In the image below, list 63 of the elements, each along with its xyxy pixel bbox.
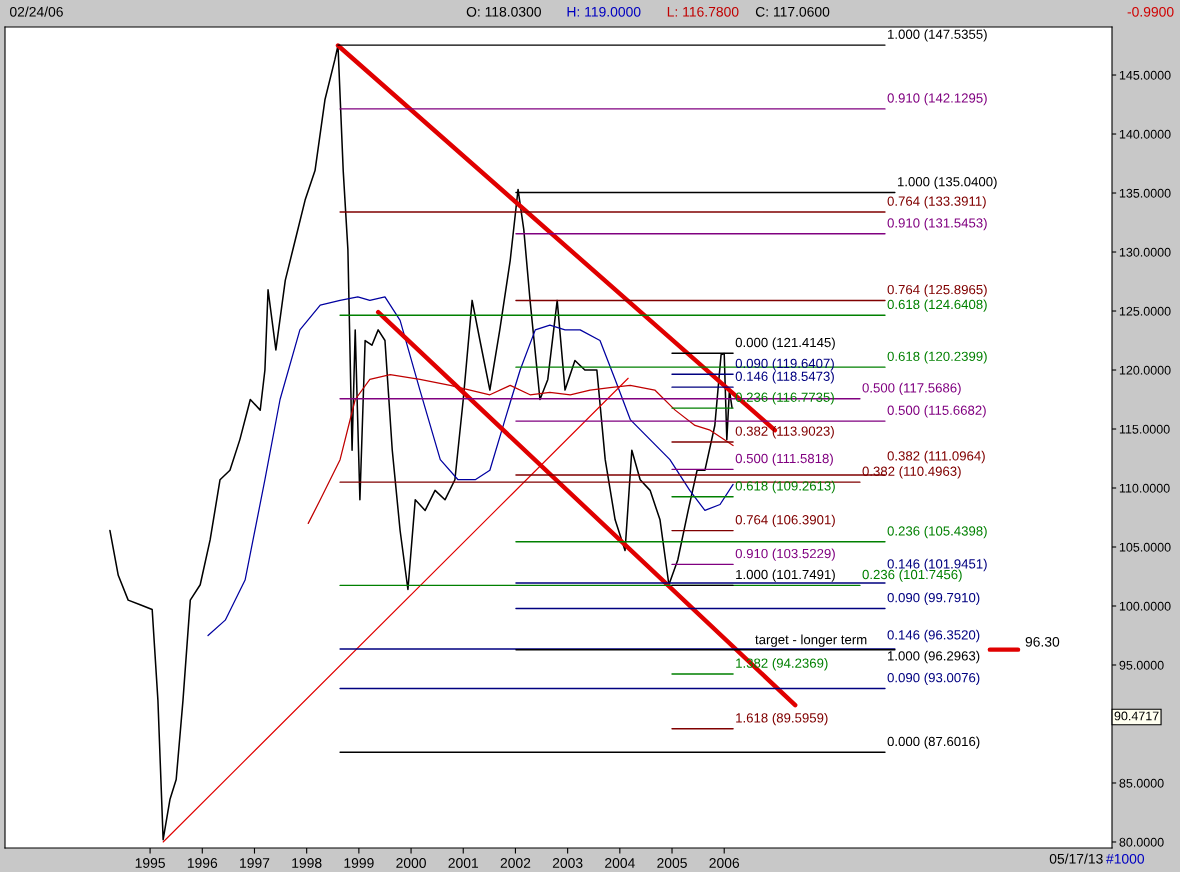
annotation: 0.910 (103.5229) [735, 548, 835, 561]
annotation: 0.764 (125.8965) [887, 284, 987, 297]
y-tick-label: 125.0000 [1119, 306, 1171, 316]
annotation: 1.618 (89.5959) [736, 712, 828, 726]
annotation: 0.910 (142.1295) [887, 93, 987, 106]
annotation: 96.30 [1025, 636, 1060, 647]
y-tick-label: 120.0000 [1119, 365, 1171, 375]
annotation: 0.764 (106.3901) [735, 514, 835, 528]
annotation: 0.382 (111.0964) [887, 450, 985, 464]
x-tick-label: 2002 [500, 858, 531, 868]
annotation: 0.090 (99.7910) [887, 592, 980, 605]
text: L: 116.7800 [667, 6, 739, 17]
y-tick-label: 130.0000 [1119, 247, 1171, 257]
annotation: 0.000 (121.4145) [735, 337, 835, 350]
x-tick-label: 2003 [552, 858, 583, 868]
x-tick-label: 1998 [292, 858, 322, 868]
text: C: 117.0600 [755, 6, 830, 17]
annotation: 1.000 (96.2963) [888, 650, 980, 664]
text: -0.9900 [1127, 6, 1174, 17]
x-tick-label: 2006 [709, 858, 740, 868]
annotation: 0.090 (93.0076) [887, 672, 980, 685]
y-tick-label: 80.0000 [1119, 837, 1164, 847]
y-tick-label: 95.0000 [1119, 660, 1164, 670]
annotation: 0.500 (117.5686) [862, 382, 961, 396]
text: 05/17/13 [1049, 853, 1103, 864]
annotation: 0.382 (110.4963) [862, 466, 961, 479]
y-tick-label: 135.0000 [1119, 188, 1171, 198]
text: 02/24/06 [9, 6, 63, 17]
annotation: 0.618 (109.2613) [735, 480, 835, 494]
annotation: 1.000 (135.0400) [897, 176, 997, 189]
y-tick-label: 140.0000 [1119, 129, 1171, 139]
y-tick-label: 145.0000 [1119, 70, 1171, 80]
x-tick-label: 2004 [605, 858, 635, 868]
x-tick-label: 1997 [240, 858, 270, 868]
y-tick-label: 110.0000 [1119, 483, 1170, 493]
annotation: 0.000 (87.6016) [887, 736, 980, 749]
text: O: 118.0300 [466, 6, 541, 17]
annotation: 0.146 (96.3520) [887, 629, 980, 643]
annotation: 0.618 (124.6408) [887, 299, 987, 312]
y-tick-label: 100.0000 [1119, 601, 1171, 611]
x-tick-label: 2001 [448, 858, 479, 868]
annotation: 0.764 (133.3911) [887, 196, 986, 209]
annotation: 0.236 (105.4398) [887, 525, 987, 539]
text: 90.4717 [1114, 711, 1159, 721]
annotation: 0.146 (118.5473) [735, 371, 834, 384]
x-tick-label: 1999 [344, 858, 374, 868]
annotation: 0.910 (131.5453) [887, 217, 987, 231]
text: H: 119.0000 [567, 6, 641, 17]
annotation: 1.000 (101.7491) [736, 569, 835, 582]
annotation: 0.500 (115.6682) [887, 405, 986, 418]
x-tick-label: 1996 [187, 858, 218, 868]
annotation: 1.000 (147.5355) [888, 29, 987, 42]
y-tick-label: 105.0000 [1119, 542, 1171, 552]
annotation: 0.500 (111.5818) [735, 453, 833, 466]
annotation: target - longer term [755, 634, 867, 647]
x-tick-label: 2005 [657, 858, 687, 868]
annotation: 0.618 (120.2399) [887, 351, 987, 364]
text: #1000 [1106, 853, 1145, 864]
y-tick-label: 115.0000 [1119, 424, 1170, 434]
x-tick-label: 1995 [135, 858, 165, 868]
y-tick-label: 85.0000 [1119, 778, 1164, 788]
annotation: 0.382 (113.9023) [735, 426, 834, 439]
x-tick-label: 2000 [396, 858, 426, 868]
